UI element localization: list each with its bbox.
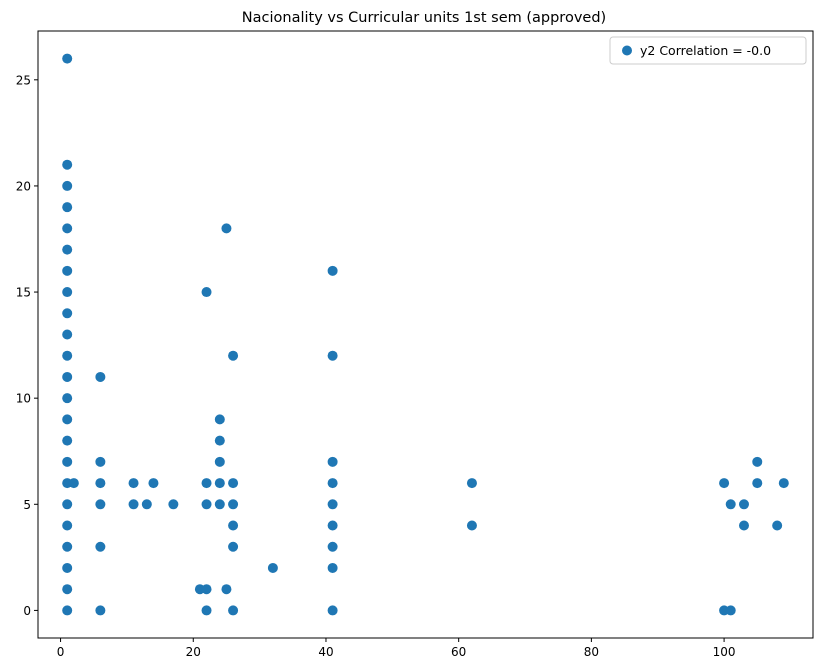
data-point (327, 456, 338, 467)
data-point (62, 265, 73, 276)
x-tick-label: 0 (57, 645, 65, 659)
data-point (201, 287, 212, 298)
data-point (201, 584, 212, 595)
x-tick-label: 80 (584, 645, 599, 659)
data-point (327, 562, 338, 573)
plot-area-frame (37, 30, 814, 639)
data-point (214, 435, 225, 446)
data-point (221, 584, 232, 595)
data-point (466, 520, 477, 531)
data-point (201, 605, 212, 616)
data-point (62, 329, 73, 340)
data-point (228, 478, 239, 489)
data-point (128, 499, 139, 510)
data-point (62, 371, 73, 382)
data-point (95, 371, 106, 382)
data-point (327, 499, 338, 510)
data-point (738, 499, 749, 510)
legend-box (609, 36, 807, 65)
data-point (62, 308, 73, 319)
x-tick-label: 20 (186, 645, 201, 659)
data-point (62, 499, 73, 510)
data-points (62, 53, 789, 616)
y-tick-label: 10 (16, 392, 31, 406)
data-point (228, 499, 239, 510)
y-axis: 0 5 10 15 20 25 (16, 73, 38, 618)
data-point (95, 499, 106, 510)
data-point (738, 520, 749, 531)
data-point (267, 562, 278, 573)
data-point (95, 456, 106, 467)
data-point (327, 350, 338, 361)
x-tick-label: 60 (451, 645, 466, 659)
data-point (95, 478, 106, 489)
data-point (62, 456, 73, 467)
data-point (168, 499, 179, 510)
data-point (466, 478, 477, 489)
data-point (62, 159, 73, 170)
data-point (62, 244, 73, 255)
data-point (201, 499, 212, 510)
data-point (327, 605, 338, 616)
data-point (62, 541, 73, 552)
data-point (148, 478, 159, 489)
data-point (228, 541, 239, 552)
data-point (228, 605, 239, 616)
data-point (62, 350, 73, 361)
data-point (214, 478, 225, 489)
x-tick-label: 40 (318, 645, 333, 659)
data-point (62, 605, 73, 616)
data-point (214, 414, 225, 425)
data-point (214, 456, 225, 467)
data-point (725, 499, 736, 510)
x-axis: 0 20 40 60 80 100 (57, 638, 736, 659)
y-tick-label: 25 (16, 73, 31, 87)
x-tick-label: 100 (713, 645, 736, 659)
data-point (221, 223, 232, 234)
y-tick-label: 20 (16, 179, 31, 193)
y-tick-label: 0 (23, 604, 31, 618)
data-point (772, 520, 783, 531)
data-point (327, 541, 338, 552)
data-point (62, 393, 73, 404)
data-point (95, 605, 106, 616)
data-point (752, 478, 763, 489)
data-point (725, 605, 736, 616)
data-point (214, 499, 225, 510)
data-point (62, 562, 73, 573)
data-point (62, 584, 73, 595)
chart-title: Nacionality vs Curricular units 1st sem … (242, 10, 606, 26)
data-point (228, 520, 239, 531)
data-point (62, 287, 73, 298)
data-point (327, 265, 338, 276)
legend: y2 Correlation = -0.0 (609, 36, 807, 65)
data-point (778, 478, 789, 489)
y-tick-label: 5 (23, 498, 31, 512)
data-point (141, 499, 152, 510)
legend-label: y2 Correlation = -0.0 (640, 43, 771, 58)
data-point (752, 456, 763, 467)
data-point (62, 223, 73, 234)
data-point (719, 478, 730, 489)
data-point (68, 478, 79, 489)
data-point (128, 478, 139, 489)
data-point (62, 520, 73, 531)
y-tick-label: 15 (16, 286, 31, 300)
data-point (62, 180, 73, 191)
data-point (327, 478, 338, 489)
data-point (228, 350, 239, 361)
data-point (95, 541, 106, 552)
data-point (327, 520, 338, 531)
data-point (62, 414, 73, 425)
data-point (62, 435, 73, 446)
data-point (62, 53, 73, 64)
legend-marker (622, 45, 632, 56)
data-point (201, 478, 212, 489)
data-point (62, 202, 73, 213)
